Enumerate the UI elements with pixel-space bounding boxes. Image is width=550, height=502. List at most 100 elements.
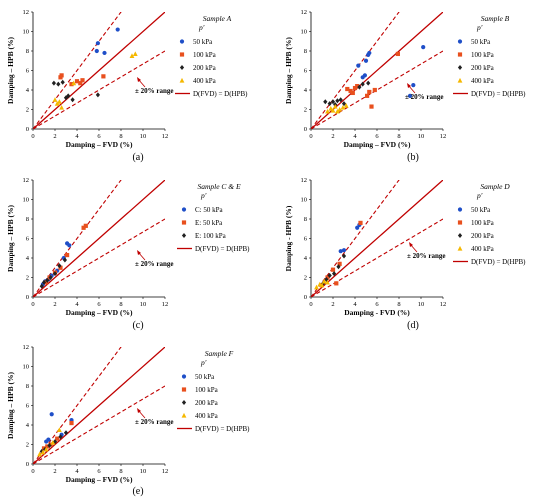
equality-line xyxy=(33,12,165,129)
data-point xyxy=(325,108,330,114)
legend-marker xyxy=(457,245,463,251)
y-axis-label: Damping – HPB (%) xyxy=(284,37,293,104)
x-tick-label: 0 xyxy=(31,468,34,475)
panel-label: (b) xyxy=(407,152,419,163)
y-tick-label: 10 xyxy=(23,197,30,204)
data-point xyxy=(57,99,62,104)
y-tick-label: 4 xyxy=(26,255,30,262)
y-tick-label: 8 xyxy=(26,216,29,223)
data-point xyxy=(411,83,416,88)
y-tick-label: 0 xyxy=(304,126,307,133)
legend-marker xyxy=(181,207,187,212)
data-point xyxy=(360,81,365,87)
data-point xyxy=(324,276,329,282)
x-tick-label: 4 xyxy=(353,301,357,308)
data-point xyxy=(323,99,328,105)
legend-entry: 50 kPa xyxy=(193,38,213,46)
y-tick-label: 6 xyxy=(304,236,308,243)
legend-subtitle: p' xyxy=(476,23,483,32)
arrow-head xyxy=(137,408,141,413)
x-axis-label: Damping – FVD (%) xyxy=(66,475,133,484)
x-tick-label: 2 xyxy=(331,133,334,140)
legend-entry: 400 kPa xyxy=(471,77,495,85)
y-tick-label: 6 xyxy=(26,236,30,243)
y-tick-label: 4 xyxy=(304,255,308,262)
data-point xyxy=(348,88,353,94)
data-point xyxy=(51,80,56,86)
x-tick-label: 12 xyxy=(440,133,447,140)
x-tick-label: 4 xyxy=(75,301,79,308)
legend-entry: 100 kPa xyxy=(195,386,219,394)
y-tick-label: 2 xyxy=(26,107,29,114)
legend-subtitle: p' xyxy=(200,358,207,367)
data-point xyxy=(45,277,50,283)
legend-entry: 200 kPa xyxy=(193,64,217,72)
data-point xyxy=(43,446,49,452)
data-point xyxy=(129,53,135,58)
x-tick-label: 4 xyxy=(75,468,79,475)
x-tick-label: 4 xyxy=(353,133,357,140)
data-point xyxy=(336,264,341,270)
legend-entry: 100 kPa xyxy=(193,51,217,59)
y-tick-label: 2 xyxy=(304,275,307,282)
data-point xyxy=(60,79,65,85)
legend-equality-entry: D(FVD) = D(HPB) xyxy=(193,90,248,98)
legend-marker xyxy=(181,233,187,238)
y-tick-label: 12 xyxy=(23,177,30,184)
legend-entry: E: 100 kPa xyxy=(195,232,227,240)
data-point xyxy=(39,448,44,454)
data-point xyxy=(369,104,374,109)
y-tick-label: 8 xyxy=(26,48,29,55)
data-point xyxy=(37,451,42,457)
data-point xyxy=(55,436,60,441)
data-point xyxy=(41,279,47,285)
data-point xyxy=(94,48,99,54)
sample-label: Sample B xyxy=(481,14,510,23)
data-point xyxy=(83,223,88,228)
data-point xyxy=(355,225,360,230)
panel-label: (c) xyxy=(132,320,143,331)
y-tick-label: 0 xyxy=(304,294,307,301)
data-point xyxy=(48,275,53,280)
x-axis-label: Damping - FVD (%) xyxy=(344,308,410,317)
legend-entry: 100 kPa xyxy=(471,219,495,227)
x-tick-label: 2 xyxy=(53,133,56,140)
y-tick-label: 10 xyxy=(23,364,30,371)
data-point xyxy=(325,279,330,285)
data-point xyxy=(47,442,52,448)
data-point xyxy=(101,74,106,79)
legend-entry: 50 kPa xyxy=(195,373,215,381)
data-point xyxy=(314,284,319,290)
data-point xyxy=(337,261,342,266)
y-tick-label: 2 xyxy=(26,442,29,449)
chart-panel: 0 2 4 6 8 10 12 0 2 4 6 8 10 12 Damping – FVD (%) Dampi… xyxy=(284,9,526,163)
data-point xyxy=(350,90,355,96)
legend-marker xyxy=(181,387,187,392)
data-point xyxy=(341,101,347,107)
sample-label: Sample A xyxy=(203,14,232,23)
panel-label: (d) xyxy=(407,320,419,331)
y-axis-label: Damping – HPB (%) xyxy=(6,205,15,272)
data-point xyxy=(325,275,330,280)
y-tick-label: 10 xyxy=(301,197,308,204)
range-annotation: ± 20% range xyxy=(135,260,173,268)
x-tick-label: 4 xyxy=(75,133,79,140)
range-annotation: ± 20% range xyxy=(405,93,443,101)
legend-marker xyxy=(179,65,185,70)
legend-equality-entry: D(FVD) = D(HPB) xyxy=(471,90,526,98)
legend-marker xyxy=(457,77,463,83)
x-axis-label: Damping – FVD (%) xyxy=(344,140,411,149)
x-tick-label: 8 xyxy=(397,301,400,308)
data-point xyxy=(341,253,347,259)
x-tick-label: 12 xyxy=(440,301,447,308)
y-tick-label: 8 xyxy=(304,216,307,223)
y-tick-label: 12 xyxy=(301,9,308,16)
legend-marker xyxy=(181,220,187,225)
legend-subtitle: p' xyxy=(476,191,483,200)
data-point xyxy=(63,430,69,436)
equality-line xyxy=(311,180,443,297)
legend-marker xyxy=(179,52,185,57)
data-point xyxy=(321,278,327,284)
data-point xyxy=(421,45,426,50)
lower-range-line xyxy=(311,50,443,129)
